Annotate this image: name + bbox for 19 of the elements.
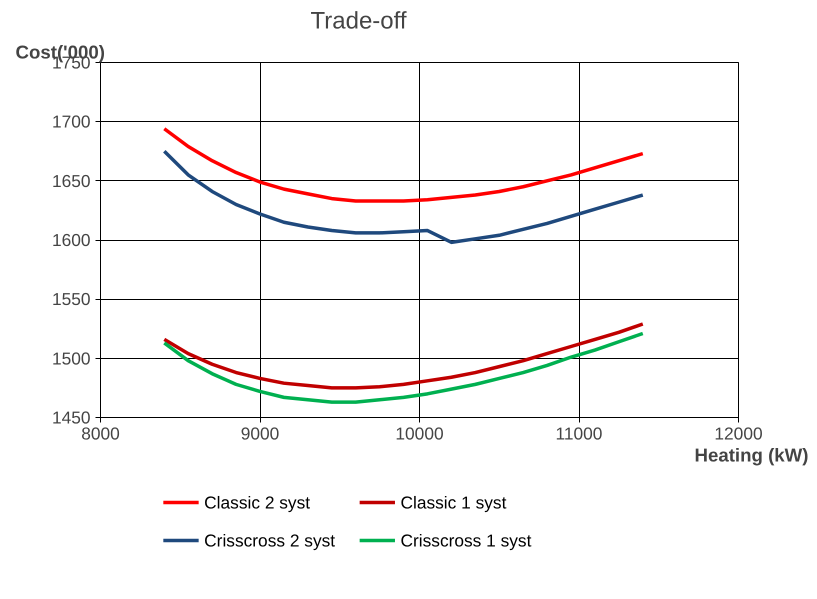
line-series bbox=[162, 127, 645, 203]
y-tick-label: 1500 bbox=[52, 348, 91, 368]
x-tick-label: 9000 bbox=[240, 424, 280, 444]
y-tick-label: 1650 bbox=[52, 170, 91, 191]
y-tick-label: 1550 bbox=[52, 289, 91, 310]
line-series bbox=[162, 150, 645, 244]
y-tick-label: 1700 bbox=[52, 112, 91, 132]
x-axis-title: Heating (kW) bbox=[694, 444, 809, 466]
x-tick-label: 10000 bbox=[395, 424, 444, 444]
legend-label: Crisscross 1 syst bbox=[400, 530, 532, 550]
line-series bbox=[162, 332, 645, 404]
x-tick-label: 12000 bbox=[714, 424, 763, 444]
y-tick-label: 1600 bbox=[52, 230, 91, 250]
legend-label: Classic 2 syst bbox=[204, 492, 310, 512]
line-series bbox=[162, 322, 645, 390]
chart-title: Trade-off bbox=[310, 8, 407, 34]
legend-label: Crisscross 2 syst bbox=[204, 530, 336, 550]
legend-label: Classic 1 syst bbox=[400, 492, 507, 512]
x-tick-label: 11000 bbox=[556, 424, 602, 444]
